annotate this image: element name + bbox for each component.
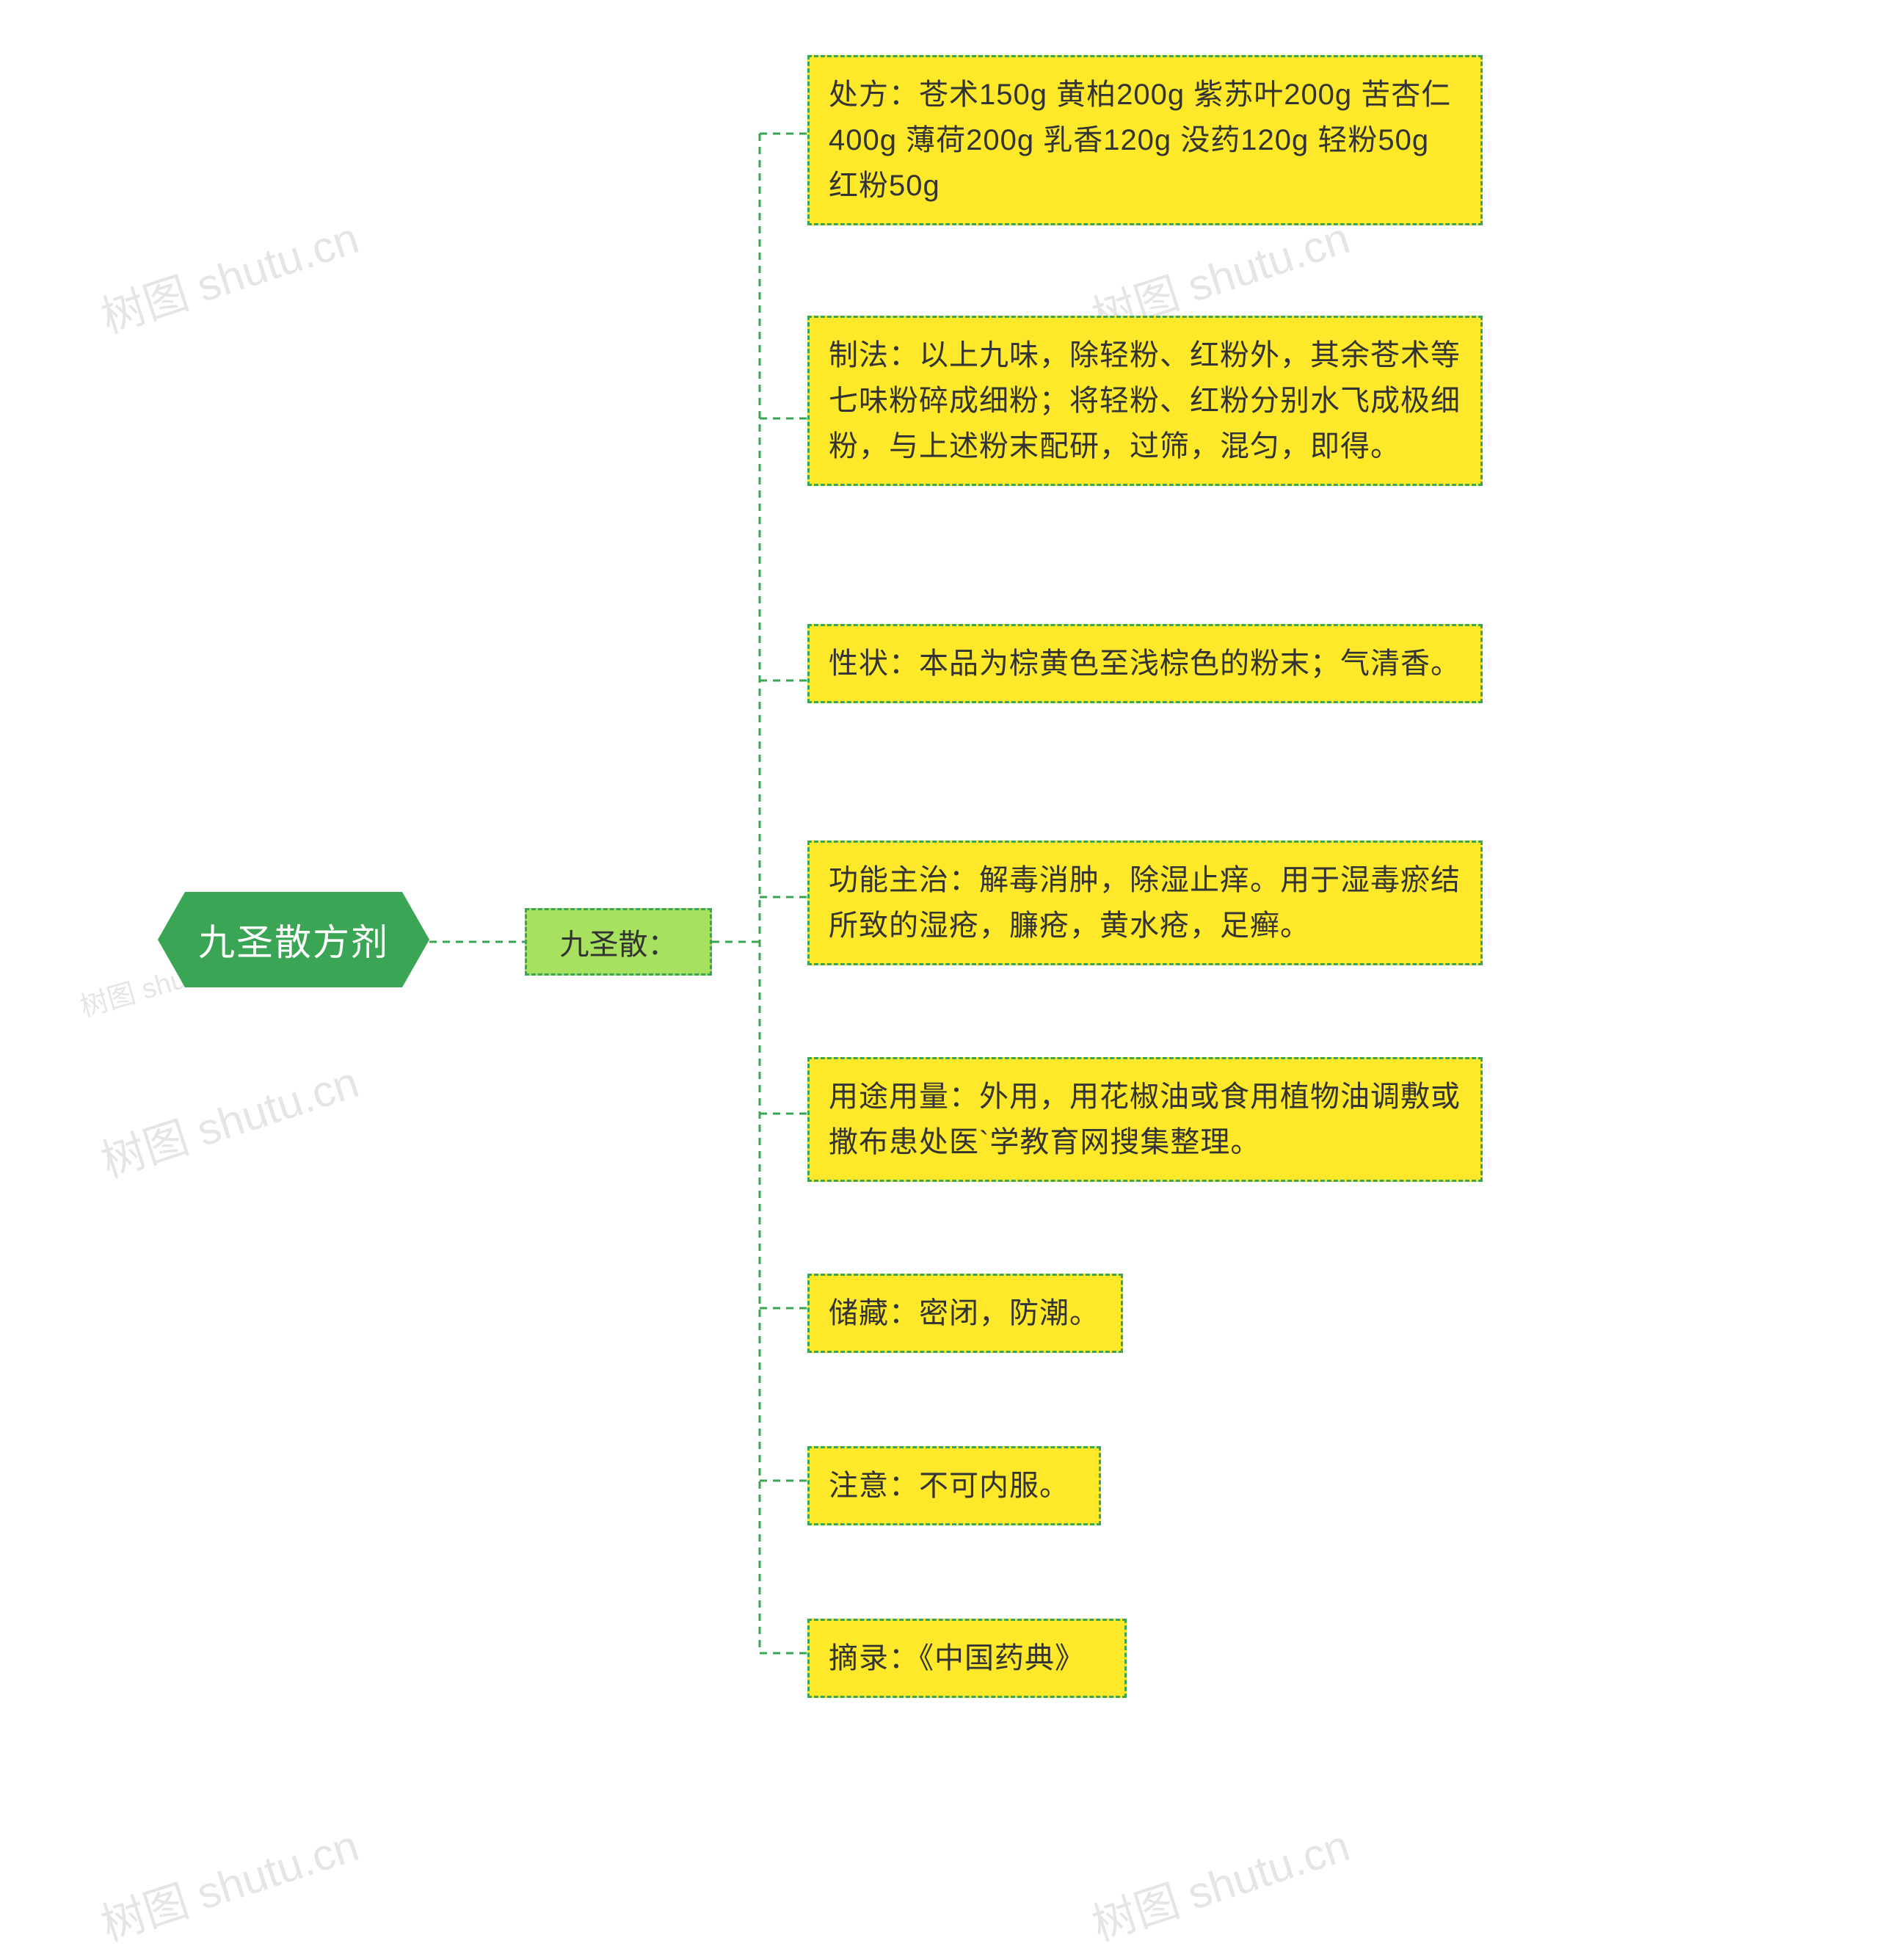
leaf-node[interactable]: 储藏：密闭，防潮。 [807, 1274, 1123, 1353]
leaf-label: 处方：苍术150g 黄柏200g 紫苏叶200g 苦杏仁400g 薄荷200g … [829, 79, 1451, 202]
leaf-node[interactable]: 制法：以上九味，除轻粉、红粉外，其余苍术等七味粉碎成细粉；将轻粉、红粉分别水飞成… [807, 316, 1483, 486]
leaf-node[interactable]: 处方：苍术150g 黄柏200g 紫苏叶200g 苦杏仁400g 薄荷200g … [807, 55, 1483, 225]
leaf-node[interactable]: 用途用量：外用，用花椒油或食用植物油调敷或撒布患处医`学教育网搜集整理。 [807, 1057, 1483, 1182]
watermark: 树图 shutu.cn [92, 1810, 366, 1953]
leaf-label: 用途用量：外用，用花椒油或食用植物油调敷或撒布患处医`学教育网搜集整理。 [829, 1081, 1461, 1158]
leaf-node[interactable]: 性状：本品为棕黄色至浅棕色的粉末；气清香。 [807, 624, 1483, 703]
root-label: 九圣散方剂 [198, 913, 389, 966]
child-label: 九圣散： [560, 921, 677, 963]
leaf-label: 功能主治：解毒消肿，除湿止痒。用于湿毒瘀结所致的湿疮，臁疮，黄水疮，足癣。 [829, 864, 1461, 942]
watermark: 树图 shutu.cn [92, 203, 366, 346]
leaf-label: 注意：不可内服。 [829, 1470, 1069, 1502]
child-node[interactable]: 九圣散： [525, 908, 712, 976]
leaf-label: 储藏：密闭，防潮。 [829, 1297, 1100, 1329]
leaf-label: 性状：本品为棕黄色至浅棕色的粉末；气清香。 [829, 647, 1461, 680]
leaf-node[interactable]: 摘录：《中国药典》 [807, 1619, 1127, 1698]
leaf-node[interactable]: 功能主治：解毒消肿，除湿止痒。用于湿毒瘀结所致的湿疮，臁疮，黄水疮，足癣。 [807, 841, 1483, 965]
leaf-label: 制法：以上九味，除轻粉、红粉外，其余苍术等七味粉碎成细粉；将轻粉、红粉分别水飞成… [829, 339, 1461, 462]
mindmap-canvas: 树图 shutu.cn 树图 shutu.cn 树图 shutu.cn 树图 s… [0, 0, 1879, 1960]
leaf-label: 摘录：《中国药典》 [829, 1642, 1085, 1674]
leaf-node[interactable]: 注意：不可内服。 [807, 1446, 1101, 1525]
root-node[interactable]: 九圣散方剂 [158, 892, 429, 987]
watermark: 树图 shutu.cn [92, 1047, 366, 1190]
watermark: 树图 shutu.cn [1083, 1810, 1356, 1953]
